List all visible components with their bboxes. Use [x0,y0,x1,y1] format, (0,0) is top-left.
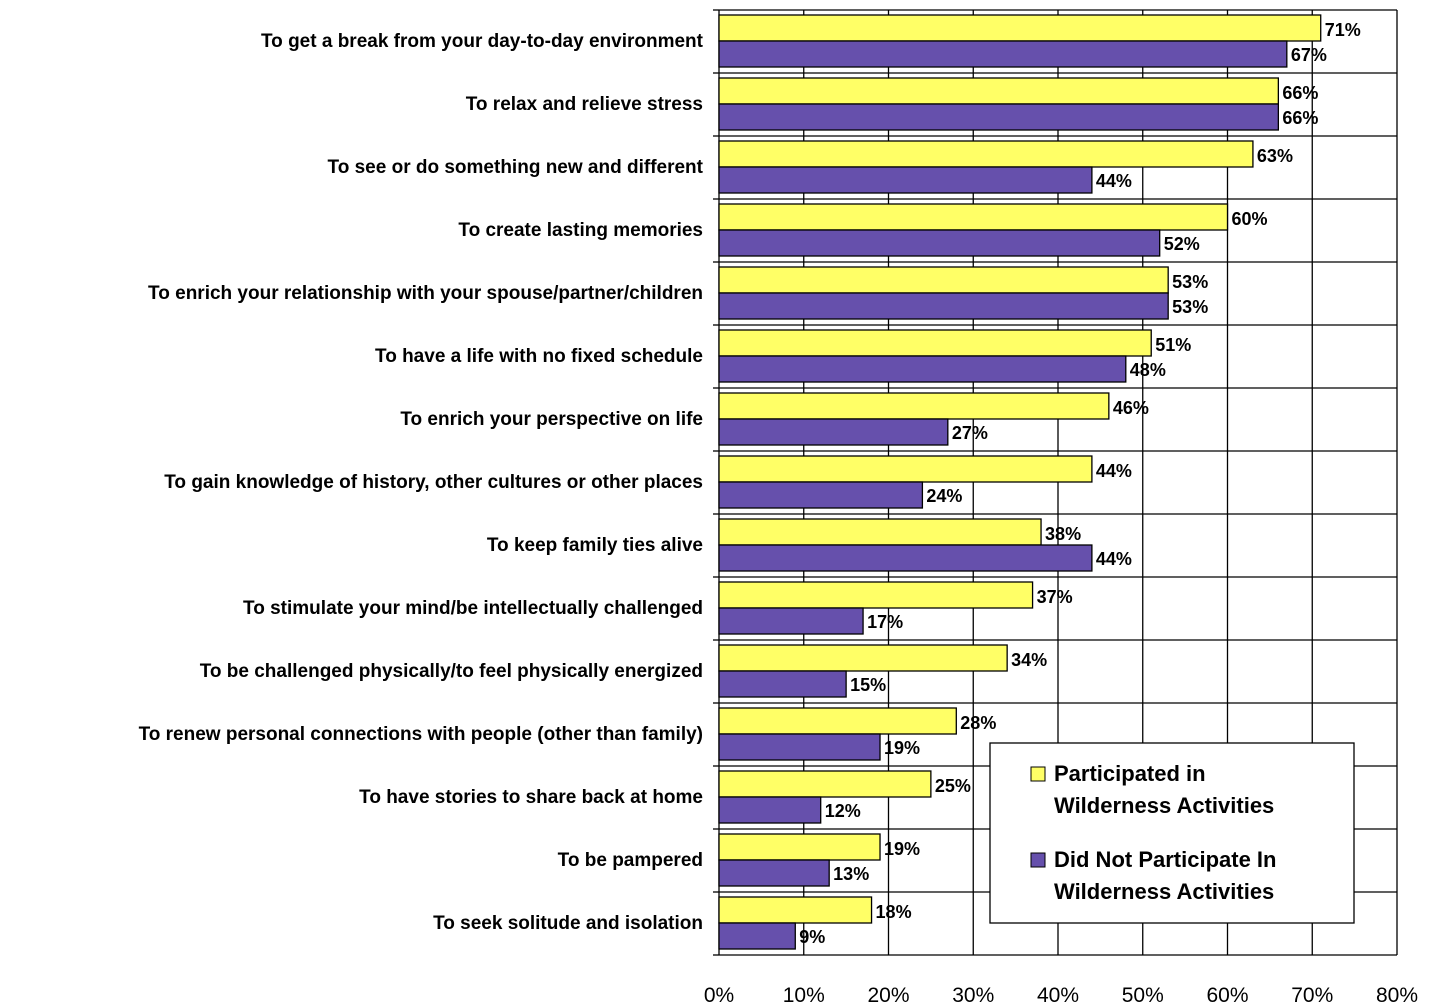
bar-participated [718,644,1008,672]
data-label-did-not-participate: 17% [867,612,903,632]
bar-did-not-participate [718,229,1161,257]
x-tick-label: 70% [1291,984,1333,1006]
x-tick-label: 10% [783,984,825,1006]
x-tick-label: 50% [1122,984,1164,1006]
data-label-participated: 18% [876,902,912,922]
bar-participated [718,266,1169,294]
bars [718,14,1322,950]
category-label: To relax and relieve stress [466,94,703,115]
data-label-did-not-participate: 15% [850,675,886,695]
bar-participated [718,518,1042,546]
bar-did-not-participate [718,544,1093,572]
x-tick-label: 20% [867,984,909,1006]
bar-did-not-participate [718,796,822,824]
data-label-did-not-participate: 9% [799,927,825,947]
bar-participated [718,14,1322,42]
legend-swatch [1030,766,1046,782]
category-label: To have a life with no fixed schedule [375,346,703,367]
category-label: To enrich your relationship with your sp… [148,283,703,304]
bar-did-not-participate [718,481,924,509]
category-label: To stimulate your mind/be intellectually… [243,598,703,619]
bar-did-not-participate [718,733,881,761]
bar-participated [718,203,1229,231]
category-label: To seek solitude and isolation [433,913,703,934]
bar-participated [718,896,873,924]
bar-participated [718,392,1110,420]
bar-did-not-participate [718,166,1093,194]
bar-did-not-participate [718,40,1288,68]
category-label: To enrich your perspective on life [400,409,703,430]
bar-participated [718,707,957,735]
data-labels: 71% 67% 66% 66% 63% 44% 60% 52% 53% 53% 51% 48% 46% 2… [799,20,1360,947]
data-label-participated: 28% [960,713,996,733]
data-label-participated: 25% [935,776,971,796]
data-label-did-not-participate: 44% [1096,171,1132,191]
data-label-did-not-participate: 52% [1164,234,1200,254]
data-label-participated: 51% [1155,335,1191,355]
data-label-participated: 63% [1257,146,1293,166]
category-label: To create lasting memories [458,220,703,241]
category-label: To see or do something new and different [328,157,704,178]
legend-label: Wilderness Activities [1054,879,1274,904]
bar-did-not-participate [718,418,949,446]
bar-participated [718,770,932,798]
data-label-did-not-participate: 13% [833,864,869,884]
bar-participated [718,581,1034,609]
data-label-participated: 38% [1045,524,1081,544]
legend-label: Wilderness Activities [1054,793,1274,818]
x-tick-label: 0% [704,984,734,1006]
bar-did-not-participate [718,670,847,698]
x-tick-label: 40% [1037,984,1079,1006]
data-label-did-not-participate: 67% [1291,45,1327,65]
data-label-participated: 44% [1096,461,1132,481]
data-label-did-not-participate: 44% [1096,549,1132,569]
data-label-did-not-participate: 27% [952,423,988,443]
data-label-did-not-participate: 66% [1282,108,1318,128]
legend-box [989,742,1355,924]
bar-participated [718,77,1279,105]
category-label: To have stories to share back at home [359,787,703,808]
data-label-participated: 60% [1232,209,1268,229]
bar-participated [718,140,1254,168]
bar-did-not-participate [718,103,1279,131]
data-label-participated: 71% [1325,20,1361,40]
data-label-participated: 66% [1282,83,1318,103]
data-label-did-not-participate: 53% [1172,297,1208,317]
bar-did-not-participate [718,292,1169,320]
bar-did-not-participate [718,355,1127,383]
category-label: To keep family ties alive [487,535,703,556]
data-label-participated: 19% [884,839,920,859]
category-label: To be pampered [558,850,703,871]
bar-did-not-participate [718,607,864,635]
x-tick-label: 30% [952,984,994,1006]
data-label-did-not-participate: 19% [884,738,920,758]
bar-participated [718,329,1152,357]
x-axis-tick-labels: 0% 10% 20% 30% 40% 50% 60% 70% 80% [704,984,1418,1006]
category-label: To be challenged physically/to feel phys… [200,661,703,682]
data-label-did-not-participate: 12% [825,801,861,821]
legend-swatch [1030,852,1046,868]
data-label-participated: 46% [1113,398,1149,418]
category-label: To gain knowledge of history, other cult… [164,472,703,493]
bar-did-not-participate [718,922,796,950]
bar-participated [718,833,881,861]
legend-label: Participated in [1054,761,1206,786]
x-tick-label: 80% [1376,984,1418,1006]
category-labels: To get a break from your day-to-day envi… [139,31,704,934]
data-label-participated: 37% [1037,587,1073,607]
legend-label: Did Not Participate In [1054,847,1276,872]
data-label-participated: 34% [1011,650,1047,670]
bar-did-not-participate [718,859,830,887]
data-label-did-not-participate: 48% [1130,360,1166,380]
bar-participated [718,455,1093,483]
x-tick-label: 60% [1206,984,1248,1006]
data-label-did-not-participate: 24% [926,486,962,506]
category-label: To get a break from your day-to-day envi… [261,31,704,52]
category-label: To renew personal connections with peopl… [139,724,703,745]
data-label-participated: 53% [1172,272,1208,292]
legend: Participated in Wilderness Activities Did … [989,742,1355,924]
